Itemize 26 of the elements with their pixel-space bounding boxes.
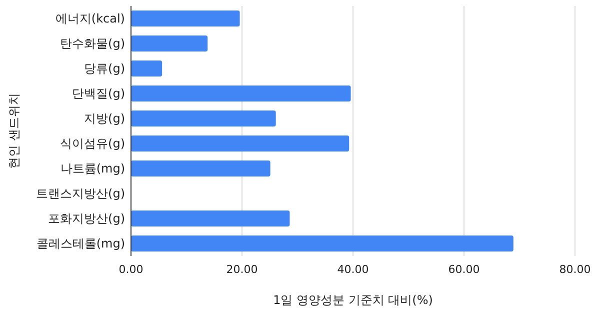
bar (131, 136, 350, 152)
y-tick-label: 포화지방산(g) (48, 211, 125, 226)
y-tick-label: 탄수화물(g) (60, 36, 125, 50)
bar (131, 36, 208, 52)
y-tick-label: 당류(g) (84, 61, 125, 76)
y-axis-title: 현인 샌드위치 (7, 93, 21, 169)
x-tick-label: 80.00 (559, 262, 591, 276)
y-tick-label: 트랜스지방산(g) (36, 186, 125, 200)
x-tick-label: 20.00 (226, 262, 258, 276)
y-tick-label: 콜레스테롤(mg) (36, 236, 125, 250)
x-tick-label: 0.00 (118, 262, 144, 276)
y-tick-label: 지방(g) (84, 111, 125, 126)
x-tick-label: 40.00 (337, 262, 369, 276)
y-tick-label: 나트륨(mg) (60, 161, 125, 176)
x-tick-label: 60.00 (448, 262, 480, 276)
bar (131, 110, 276, 126)
bar (131, 86, 351, 102)
bar (131, 60, 162, 76)
bar (131, 236, 514, 252)
bar (131, 160, 270, 176)
bar (131, 210, 290, 226)
y-tick-label: 식이섬유(g) (60, 136, 125, 150)
bar (131, 10, 240, 26)
y-tick-label: 에너지(kcal) (55, 11, 125, 26)
y-tick-label: 단백질(g) (72, 86, 125, 100)
x-axis-title: 1일 영양성분 기준치 대비(%) (273, 293, 433, 307)
